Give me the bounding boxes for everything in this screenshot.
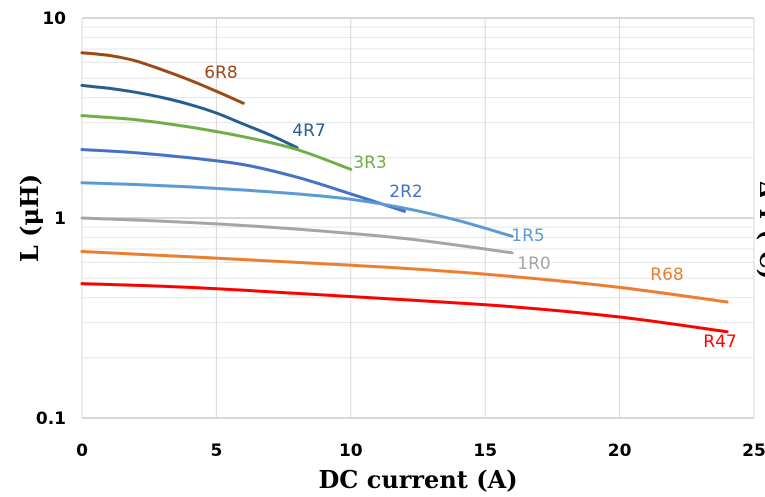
y-tick-label: 10 [42,9,66,29]
series-line-r68 [80,250,729,304]
series-lines [80,51,729,334]
series-label-2r2: 2R2 [389,182,422,202]
y-tick-label: 1 [54,209,66,229]
series-label-1r5: 1R5 [511,226,544,246]
y-axis-title: L (μH) [15,174,44,262]
series-line-6r8 [80,51,245,105]
series-label-1r0: 1R0 [517,254,550,274]
x-axis-title: DC current (A) [318,465,517,494]
x-tick-label: 20 [608,441,632,461]
series-line-r47 [80,282,729,334]
series-line-1r5 [80,181,514,238]
right-axis-title-fragment: Δ T (°C) [754,181,765,279]
tick-labels: 0 5 10 15 20 25 0.1 1 10 [36,9,765,461]
series-line-3r3 [80,114,353,171]
x-tick-label: 5 [210,441,222,461]
series-line-2r2 [80,148,407,213]
grid-lines [81,17,755,419]
series-label-3r3: 3R3 [353,153,386,173]
series-label-6r8: 6R8 [204,63,237,83]
y-tick-label: 0.1 [36,409,66,429]
x-tick-label: 25 [742,441,765,461]
series-label-r47: R47 [703,332,736,352]
series-label-r68: R68 [650,265,683,285]
x-tick-label: 10 [339,441,363,461]
x-tick-label: 0 [76,441,88,461]
x-tick-label: 15 [473,441,497,461]
series-line-4r7 [80,83,299,150]
series-line-1r0 [80,216,514,255]
series-label-4r7: 4R7 [292,121,325,141]
